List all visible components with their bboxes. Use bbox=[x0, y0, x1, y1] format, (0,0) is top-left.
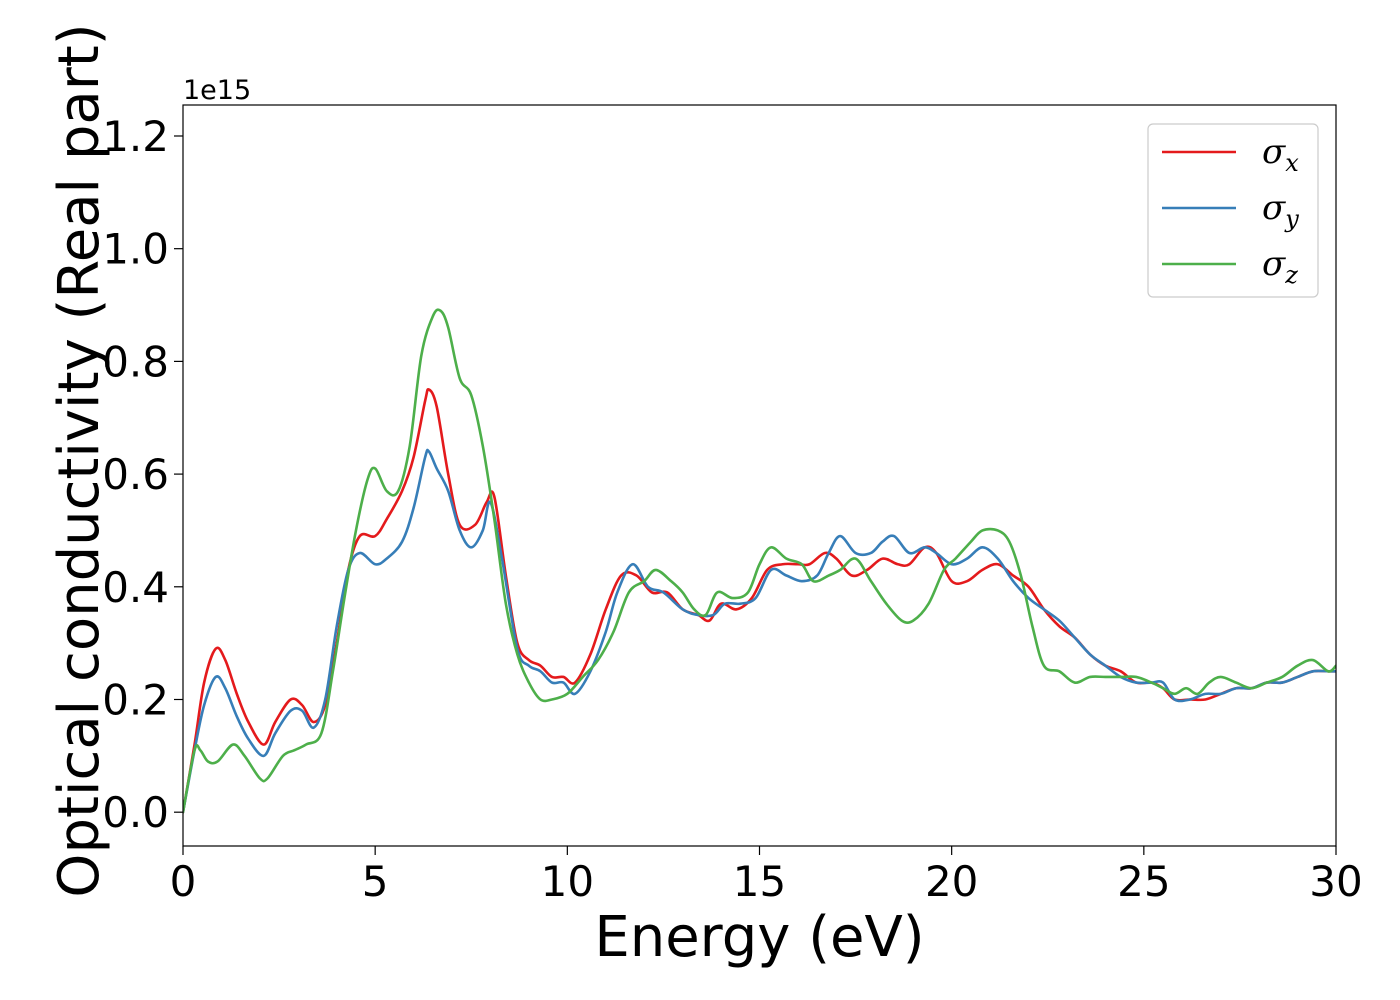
y-tick-label: 0.6 bbox=[102, 450, 169, 499]
y-tick-label: 0.8 bbox=[102, 337, 169, 386]
x-axis-label: Energy (eV) bbox=[594, 905, 924, 970]
x-tick-label: 25 bbox=[1117, 857, 1170, 906]
series-line-sigma-y bbox=[183, 448, 1336, 814]
x-axis-ticks: 0 5 10 15 20 25 30 bbox=[170, 846, 1363, 906]
x-tick-label: 10 bbox=[541, 857, 594, 906]
x-tick-label: 0 bbox=[170, 857, 197, 906]
x-tick-label: 5 bbox=[362, 857, 389, 906]
y-tick-label: 1.2 bbox=[102, 112, 169, 161]
series-line-sigma-z bbox=[183, 308, 1336, 814]
y-tick-label: 0.2 bbox=[102, 675, 169, 724]
x-tick-label: 15 bbox=[733, 857, 786, 906]
y-tick-label: 0.0 bbox=[102, 788, 169, 837]
legend-box bbox=[1147, 123, 1319, 298]
x-tick-label: 20 bbox=[925, 857, 978, 906]
series-lines bbox=[183, 308, 1336, 814]
y-axis-label: Optical conductivity (Real part) bbox=[47, 23, 112, 897]
y-axis-ticks: 0.0 0.2 0.4 0.6 0.8 1.0 1.2 bbox=[102, 112, 183, 837]
series-line-sigma-x bbox=[183, 388, 1336, 814]
x-tick-label: 30 bbox=[1309, 857, 1362, 906]
y-axis-offset-label: 1e15 bbox=[183, 75, 251, 106]
legend-label-sigma-z: σz bbox=[1262, 244, 1298, 289]
y-tick-label: 0.4 bbox=[102, 563, 169, 612]
y-tick-label: 1.0 bbox=[102, 225, 169, 274]
